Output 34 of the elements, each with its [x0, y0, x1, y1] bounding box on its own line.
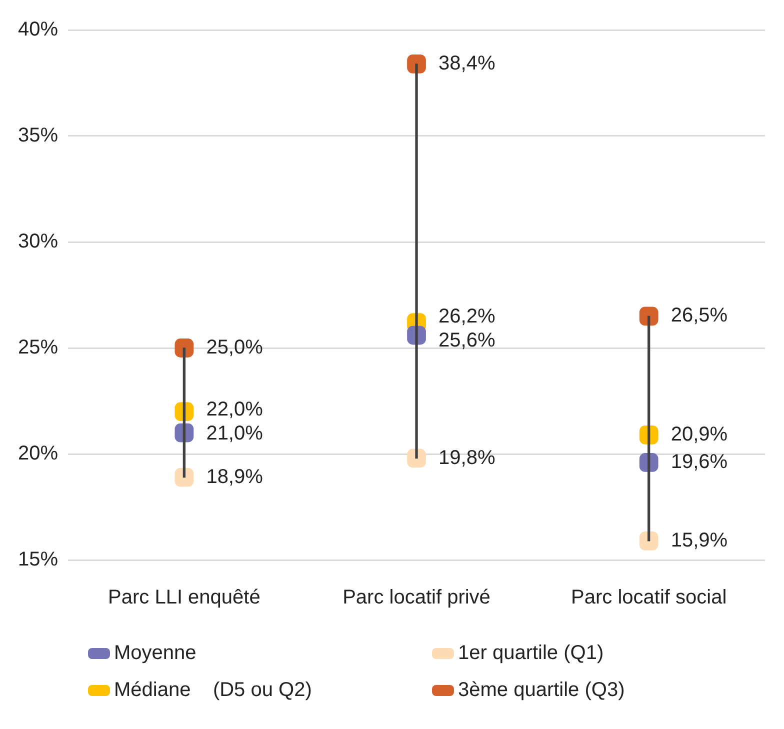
y-tick-label: 35%: [18, 124, 58, 147]
data-label: 26,5%: [670, 304, 728, 327]
y-tick-label: 40%: [18, 18, 58, 41]
point: [174, 468, 194, 487]
point: [639, 306, 658, 326]
y-tick-label: 15%: [18, 548, 58, 571]
data-label: 26,2%: [438, 305, 496, 328]
x-tick-label: Parc locatif social: [571, 586, 727, 609]
bar: [182, 348, 186, 478]
point: [407, 448, 426, 468]
data-label: 20,9%: [670, 423, 728, 446]
bar: [415, 64, 418, 459]
y-tick-label: 25%: [18, 336, 58, 359]
legend-label: 1er quartile (Q1): [458, 642, 604, 665]
data-label: 38,4%: [438, 52, 496, 74]
data-label: 22,0%: [206, 398, 264, 421]
data-label: 18,9%: [206, 466, 264, 488]
point: [174, 338, 194, 358]
legend-label: Moyenne: [114, 642, 196, 665]
data-label: 25,0%: [206, 336, 264, 359]
point: [407, 54, 426, 74]
data-label: 21,0%: [206, 422, 264, 445]
bar: [648, 316, 650, 542]
x-tick-label: Parc LLI enquêté: [108, 586, 260, 609]
x-tick-label: Parc locatif privé: [342, 586, 490, 609]
data-label: 25,6%: [438, 329, 496, 352]
data-label: 19,8%: [438, 446, 496, 469]
legend-label: 3ème quartile (Q3): [458, 679, 625, 702]
point: [639, 531, 658, 550]
y-tick-label: 20%: [18, 442, 58, 465]
y-tick-label: 30%: [18, 230, 58, 253]
legend-label: Médiane (D5 ou Q2): [114, 679, 312, 702]
data-label: 15,9%: [670, 529, 728, 552]
data-label: 19,6%: [670, 450, 728, 473]
